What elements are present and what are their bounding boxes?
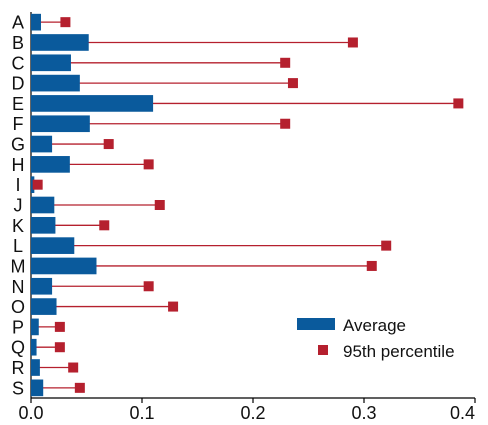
marker-b xyxy=(347,37,358,48)
category-label-f: F xyxy=(13,114,24,134)
category-label-m: M xyxy=(11,256,26,276)
bar-p xyxy=(31,318,39,336)
category-label-e: E xyxy=(12,94,24,114)
category-label-d: D xyxy=(12,74,25,94)
category-label-a: A xyxy=(12,13,24,33)
x-tick-label: 0.3 xyxy=(351,403,376,423)
bar-b xyxy=(31,34,89,51)
marker-h xyxy=(143,159,154,170)
marker-o xyxy=(168,301,179,312)
legend-label-average: Average xyxy=(343,316,406,335)
bar-g xyxy=(31,135,53,153)
bar-k xyxy=(31,216,56,234)
bar-s xyxy=(31,379,44,397)
category-label-p: P xyxy=(12,317,24,337)
marker-q xyxy=(54,342,65,353)
marker-e xyxy=(453,98,464,109)
bars xyxy=(31,13,154,397)
legend-swatch-95th-percentile xyxy=(318,345,328,355)
legend-label-95th-percentile: 95th percentile xyxy=(343,342,455,361)
marker-d xyxy=(287,78,298,89)
bar-a xyxy=(31,13,41,31)
category-label-q: Q xyxy=(11,338,25,358)
bar-e xyxy=(31,95,154,112)
marker-a xyxy=(60,17,71,28)
bar-j xyxy=(31,196,55,214)
category-label-b: B xyxy=(12,33,24,53)
category-label-h: H xyxy=(12,155,25,175)
bar-m xyxy=(31,257,97,275)
marker-c xyxy=(280,57,291,68)
marker-f xyxy=(280,118,291,129)
marker-r xyxy=(68,362,79,373)
category-label-s: S xyxy=(12,378,24,398)
bar-n xyxy=(31,277,53,295)
category-label-c: C xyxy=(12,53,25,73)
marker-j xyxy=(154,200,165,210)
category-label-i: I xyxy=(15,175,20,195)
x-tick-label: 0.1 xyxy=(129,403,154,423)
marker-n xyxy=(143,281,154,292)
marker-k xyxy=(99,220,110,231)
percentile-markers xyxy=(32,17,464,393)
bar-q xyxy=(31,338,37,356)
x-tick-label: 0.2 xyxy=(240,403,265,423)
marker-s xyxy=(74,382,85,393)
category-label-j: J xyxy=(14,196,23,216)
x-axis-ticks: 0.0 0.1 0.2 0.3 0.4 xyxy=(18,398,476,423)
category-label-n: N xyxy=(12,277,25,297)
marker-l xyxy=(381,240,392,251)
marker-m xyxy=(366,260,377,271)
bar-o xyxy=(31,298,57,315)
category-label-g: G xyxy=(11,135,25,155)
legend: Average 95th percentile xyxy=(297,316,455,361)
bar-h xyxy=(31,156,70,173)
category-label-k: K xyxy=(12,216,24,236)
legend-swatch-average xyxy=(297,318,335,330)
bar-d xyxy=(31,74,80,92)
category-label-o: O xyxy=(11,297,25,317)
bar-c xyxy=(31,54,71,72)
bar-f xyxy=(31,115,90,133)
bar-l xyxy=(31,237,75,254)
category-label-l: L xyxy=(13,236,23,256)
bar-r xyxy=(31,359,40,376)
marker-p xyxy=(54,321,65,332)
marker-i xyxy=(32,179,43,190)
marker-g xyxy=(103,139,114,150)
category-label-r: R xyxy=(12,358,25,378)
x-tick-label: 0.4 xyxy=(450,403,475,423)
x-tick-label: 0.0 xyxy=(18,403,43,423)
